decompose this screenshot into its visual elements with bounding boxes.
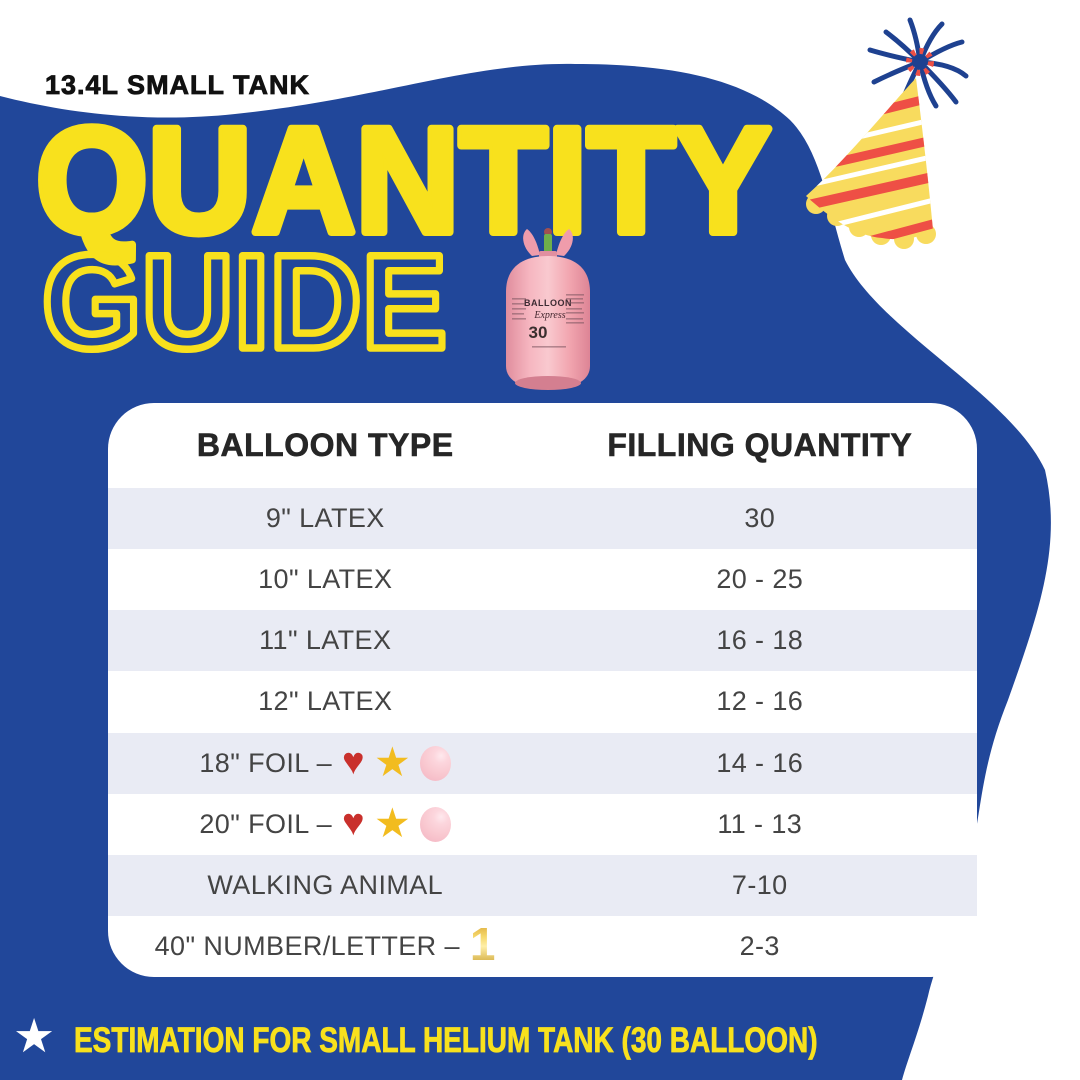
heart-icon: ♥: [342, 802, 365, 845]
number-one-icon: 1: [469, 918, 496, 971]
star-icon: ★: [373, 738, 412, 785]
filling-quantity-value: 7-10: [731, 869, 788, 900]
tank-brand-label: BALLOON: [524, 298, 572, 308]
footer-note: ESTIMATION FOR SMALL HELIUM TANK (30 BAL…: [74, 1021, 818, 1061]
filling-quantity-value: 12 - 16: [716, 686, 804, 717]
table-body: 9" LATEX 30 10" LATEX 20 - 25 11" LATEX …: [108, 488, 977, 977]
column-header-filling-quantity: FILLING QUANTITY: [607, 427, 913, 464]
filling-quantity-value: 2-3: [739, 930, 780, 961]
title-guide: GUIDE: [38, 224, 451, 381]
title-guide-text: GUIDE: [42, 228, 447, 377]
tank-script-label: Express: [533, 310, 565, 321]
party-hat-icon: [806, 17, 969, 249]
balloon-type-label: 9" LATEX: [265, 503, 385, 534]
title-quantity-text: QUANTITY: [36, 96, 771, 264]
balloon-type-label: 20" FOIL –: [199, 808, 333, 839]
row-icons: 1: [470, 921, 496, 967]
row-icons: ♥ ★: [342, 738, 452, 785]
table-row: 12" LATEX 12 - 16: [108, 671, 977, 732]
tank-volume-label: 30: [529, 323, 548, 342]
star-icon: ★: [373, 799, 412, 846]
table-row: 10" LATEX 20 - 25: [108, 549, 977, 610]
column-header-balloon-type: BALLOON TYPE: [196, 427, 454, 464]
table-row: 11" LATEX 16 - 18: [108, 610, 977, 672]
filling-quantity-value: 16 - 18: [716, 625, 804, 656]
footer-star-icon: ★: [13, 1009, 56, 1062]
table-row: 18" FOIL – ♥ ★ 14 - 16: [108, 732, 977, 794]
title-quantity: QUANTITY: [32, 92, 775, 268]
row-icons: ♥ ★: [342, 799, 452, 846]
table-row: 20" FOIL – ♥ ★ 11 - 13: [108, 794, 977, 855]
balloon-type-label: WALKING ANIMAL: [207, 869, 444, 900]
table-row: WALKING ANIMAL 7-10: [108, 854, 977, 916]
filling-quantity-value: 14 - 16: [716, 747, 804, 778]
helium-tank-image: BALLOON Express 30: [506, 228, 590, 390]
balloon-type-label: 18" FOIL –: [199, 747, 333, 778]
heart-icon: ♥: [342, 741, 365, 784]
table-row: 40" NUMBER/LETTER – 1 2-3: [108, 916, 977, 977]
tagline: 13.4L SMALL TANK: [45, 70, 311, 101]
filling-quantity-value: 30: [744, 503, 776, 534]
balloon-type-label: 40" NUMBER/LETTER –: [154, 930, 460, 961]
filling-quantity-value: 20 - 25: [716, 564, 804, 595]
quantity-table-card: BALLOON TYPE FILLING QUANTITY 9" LATEX 3…: [108, 403, 977, 977]
balloon-icon: [420, 745, 452, 781]
filling-quantity-value: 11 - 13: [717, 808, 803, 839]
balloon-type-label: 12" LATEX: [258, 686, 393, 717]
table-row: 9" LATEX 30: [108, 488, 977, 550]
balloon-type-label: 11" LATEX: [259, 625, 392, 656]
table-header-row: BALLOON TYPE FILLING QUANTITY: [108, 403, 977, 488]
balloon-icon: [420, 806, 452, 842]
balloon-type-label: 10" LATEX: [258, 564, 393, 595]
